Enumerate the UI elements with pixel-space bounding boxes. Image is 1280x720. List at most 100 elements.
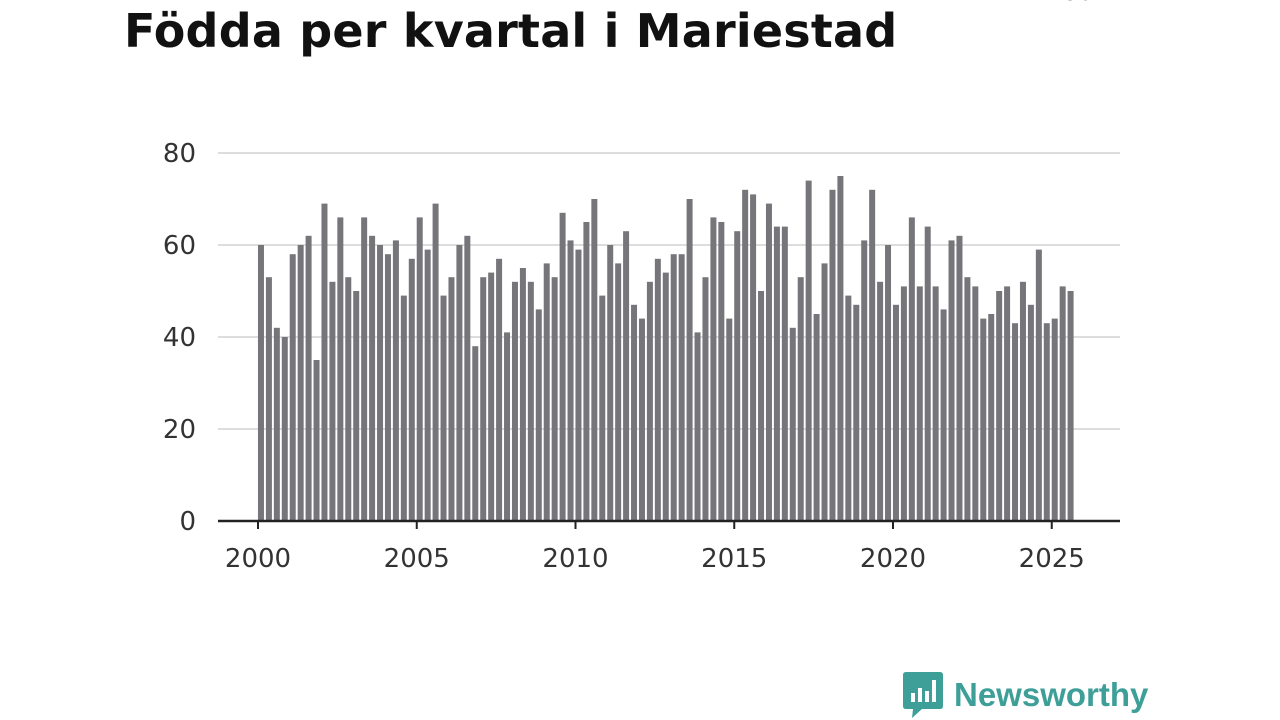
bar xyxy=(416,217,423,521)
bar xyxy=(559,212,566,522)
bar xyxy=(1059,286,1066,521)
bar xyxy=(670,254,677,521)
bar xyxy=(480,277,487,521)
bar xyxy=(297,245,304,521)
x-tick-label: 2020 xyxy=(860,544,926,574)
bar xyxy=(885,245,892,521)
bar xyxy=(654,258,661,521)
bar xyxy=(543,263,550,521)
bar xyxy=(892,304,899,521)
bar xyxy=(988,314,995,521)
bar xyxy=(805,180,812,521)
bar xyxy=(908,217,915,521)
bar xyxy=(535,309,542,521)
bar xyxy=(448,277,455,521)
bar xyxy=(527,281,534,521)
x-tick-label: 2000 xyxy=(225,544,291,574)
bar xyxy=(765,203,772,521)
bar xyxy=(940,309,947,521)
bar xyxy=(424,249,431,521)
bar xyxy=(599,295,606,521)
bar xyxy=(956,235,963,522)
bar xyxy=(750,194,757,521)
bar xyxy=(646,281,653,521)
bar xyxy=(408,258,415,521)
bar xyxy=(662,272,669,521)
bar xyxy=(789,327,796,521)
bar xyxy=(877,281,884,521)
bars xyxy=(257,176,1074,522)
bar xyxy=(567,240,574,521)
bar xyxy=(488,272,495,521)
bar xyxy=(369,235,376,522)
bar xyxy=(607,245,614,521)
bar xyxy=(1067,291,1074,521)
bar xyxy=(353,291,360,521)
bar xyxy=(392,240,399,521)
bar xyxy=(265,277,272,521)
bar xyxy=(734,231,741,521)
bar xyxy=(472,346,479,521)
bar xyxy=(551,277,558,521)
bar xyxy=(924,226,931,521)
bar xyxy=(996,291,1003,521)
bar xyxy=(305,235,312,522)
bar xyxy=(638,318,645,521)
bar xyxy=(718,222,725,521)
bar-chart: 0 20 40 60 80 2000 2005 2010 2015 2020 2025 50 xyxy=(163,0,1120,574)
bar xyxy=(1012,323,1019,521)
y-tick-label: 60 xyxy=(163,231,196,261)
x-axis: 2000 2005 2010 2015 2020 2025 xyxy=(218,519,1120,574)
bar xyxy=(519,268,526,521)
bar xyxy=(980,318,987,521)
bar xyxy=(813,314,820,521)
bar xyxy=(456,245,463,521)
bar xyxy=(504,332,511,521)
y-axis-ticks: 0 20 40 60 80 xyxy=(163,139,196,537)
bar xyxy=(345,277,352,521)
bar xyxy=(1004,286,1011,521)
bar xyxy=(591,199,598,521)
x-tick-label: 2025 xyxy=(1019,544,1085,574)
bar xyxy=(837,176,844,521)
bar xyxy=(1051,318,1058,521)
bar xyxy=(384,254,391,521)
newsworthy-logo: Newsworthy xyxy=(902,670,1148,720)
bar xyxy=(702,277,709,521)
bar xyxy=(900,286,907,521)
bar xyxy=(845,295,852,521)
x-tick-label: 2015 xyxy=(701,544,767,574)
bar xyxy=(726,318,733,521)
bar xyxy=(273,327,280,521)
bar xyxy=(758,291,765,521)
y-tick-label: 20 xyxy=(163,415,196,445)
bar xyxy=(972,286,979,521)
bar xyxy=(257,245,264,521)
bar xyxy=(742,189,749,522)
bar xyxy=(631,304,638,521)
bar xyxy=(440,295,447,521)
bar xyxy=(829,189,836,522)
bar xyxy=(321,203,328,521)
bar xyxy=(964,277,971,521)
bar xyxy=(1019,281,1026,521)
bar xyxy=(694,332,701,521)
bar xyxy=(432,203,439,521)
bar xyxy=(615,263,622,521)
y-tick-label: 40 xyxy=(163,323,196,353)
x-tick-label: 2010 xyxy=(542,544,608,574)
bar xyxy=(678,254,685,521)
bar xyxy=(821,263,828,521)
bar xyxy=(1027,304,1034,521)
bar xyxy=(623,231,630,521)
bar xyxy=(313,360,320,521)
bar xyxy=(496,258,503,521)
bar xyxy=(400,295,407,521)
bar xyxy=(289,254,296,521)
highlight-value-label: 50 xyxy=(1065,0,1093,6)
bar xyxy=(869,189,876,522)
bar xyxy=(464,235,471,522)
bar xyxy=(361,217,368,521)
bar xyxy=(281,337,288,521)
bar xyxy=(948,240,955,521)
